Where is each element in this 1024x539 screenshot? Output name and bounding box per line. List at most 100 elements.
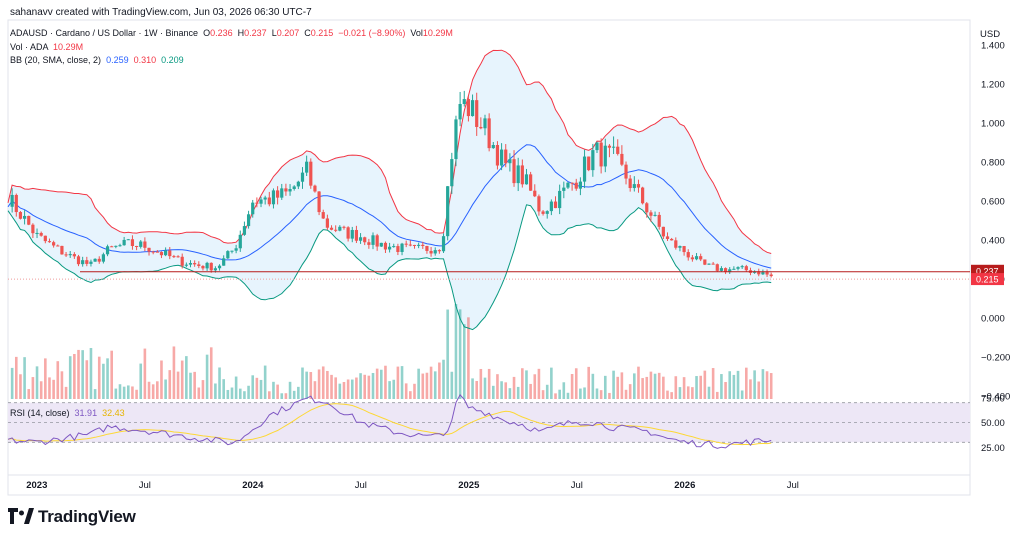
candle-body (665, 236, 670, 239)
candle-body (545, 211, 549, 214)
volume-bar (728, 371, 732, 399)
volume-bar (19, 374, 22, 399)
candle-body (516, 165, 520, 184)
volume-bar (56, 361, 60, 399)
candle-body (14, 194, 18, 213)
volume-bar (297, 386, 300, 399)
bb-title[interactable]: BB (20, SMA, close, 2) (10, 55, 102, 65)
candle-body (611, 146, 616, 148)
time-axis-label: 2026 (674, 480, 695, 491)
candle-body (263, 197, 267, 200)
candle-body (43, 235, 47, 242)
candle-body (744, 266, 748, 271)
volume-bar (662, 376, 665, 399)
price-tick-label: 0.400 (981, 236, 1005, 247)
candle-body (238, 234, 242, 249)
volume-title[interactable]: Vol · ADA (10, 41, 49, 52)
candle-body (329, 227, 334, 230)
currency-label[interactable]: USD (980, 29, 1001, 40)
time-axis-label: Jul (355, 480, 367, 491)
candle-body (180, 256, 184, 266)
symbol-title[interactable]: ADAUSD · Cardano / US Dollar · 1W · Bina… (10, 28, 199, 38)
candle-body (246, 214, 251, 227)
candle-body (520, 165, 524, 185)
volume-bar (749, 379, 752, 399)
candle-body (159, 252, 164, 256)
candle-body (769, 274, 773, 277)
candle-body (105, 246, 110, 255)
candle-body (404, 243, 408, 245)
candle-body (400, 243, 404, 252)
volume-bar (579, 388, 582, 399)
vol-label: Vol (410, 28, 423, 38)
candle-body (89, 261, 93, 264)
volume-bar (363, 374, 367, 399)
close-price-badge (971, 273, 1004, 286)
volume-bar (624, 389, 628, 399)
volume-bar (637, 366, 640, 399)
volume-bar (462, 324, 466, 399)
candle-body (309, 161, 313, 186)
candle-body (549, 201, 553, 212)
rsi-line (7, 394, 772, 449)
time-axis-label: 2024 (242, 480, 264, 491)
candle-body (446, 186, 450, 237)
price-tick-label: 1.200 (981, 80, 1005, 91)
candle-body (508, 159, 512, 164)
volume-bar (14, 356, 18, 399)
volume-bar (64, 386, 68, 399)
volume-bar (321, 366, 325, 399)
volume-bar (147, 381, 151, 399)
candle-body (288, 188, 292, 192)
volume-bar (201, 380, 205, 399)
candle-body (255, 202, 259, 204)
candle-body (566, 182, 570, 188)
volume-bar (633, 373, 636, 399)
tradingview-logo[interactable]: TradingView (8, 507, 136, 527)
volume-bar (243, 391, 246, 399)
volume-bar (205, 354, 209, 399)
candle-body (570, 182, 574, 184)
bb-upper-line (7, 49, 772, 254)
candle-body (462, 99, 466, 105)
volume-bar (695, 376, 698, 399)
volume-bar (388, 381, 391, 399)
candle-body (110, 246, 114, 248)
volume-bar (471, 378, 474, 399)
open-label: O (203, 28, 211, 38)
rsi-title[interactable]: RSI (14, close) (10, 408, 70, 418)
volume-bar (438, 362, 441, 399)
volume-bar (591, 373, 595, 399)
volume-bar (724, 382, 727, 399)
volume-bar (77, 349, 80, 399)
last-price-badge-text: 0.237 (976, 266, 999, 276)
candle-body (433, 250, 437, 254)
bb-legend-row: BB (20, SMA, close, 2) 0.259 0.310 0.209 (10, 54, 453, 68)
volume-bar (81, 350, 84, 399)
candle-body (595, 142, 599, 151)
candle-body (616, 146, 620, 154)
open-value: 0.236 (210, 28, 233, 38)
volume-bar (371, 372, 375, 399)
candle-body (553, 201, 558, 209)
volume-bar (603, 375, 607, 399)
candle-body (118, 245, 122, 247)
volume-bar (118, 384, 122, 399)
volume-bar (757, 381, 761, 399)
volume-bar (89, 348, 93, 399)
volume-bar (479, 368, 483, 399)
candle-body (251, 202, 255, 215)
chart-frame (7, 19, 971, 496)
candle-body (201, 266, 205, 269)
volume-bar (587, 366, 590, 399)
volume-bar (454, 304, 458, 399)
rsi-tick-label: 25.00 (981, 443, 1005, 454)
volume-bar (160, 360, 163, 399)
volume-bar (143, 348, 147, 399)
candle-body (632, 184, 636, 189)
candle-body (711, 263, 715, 265)
volume-bar (222, 379, 225, 399)
candle-body (139, 241, 143, 247)
price-tick-label: −0.200 (981, 353, 1010, 364)
